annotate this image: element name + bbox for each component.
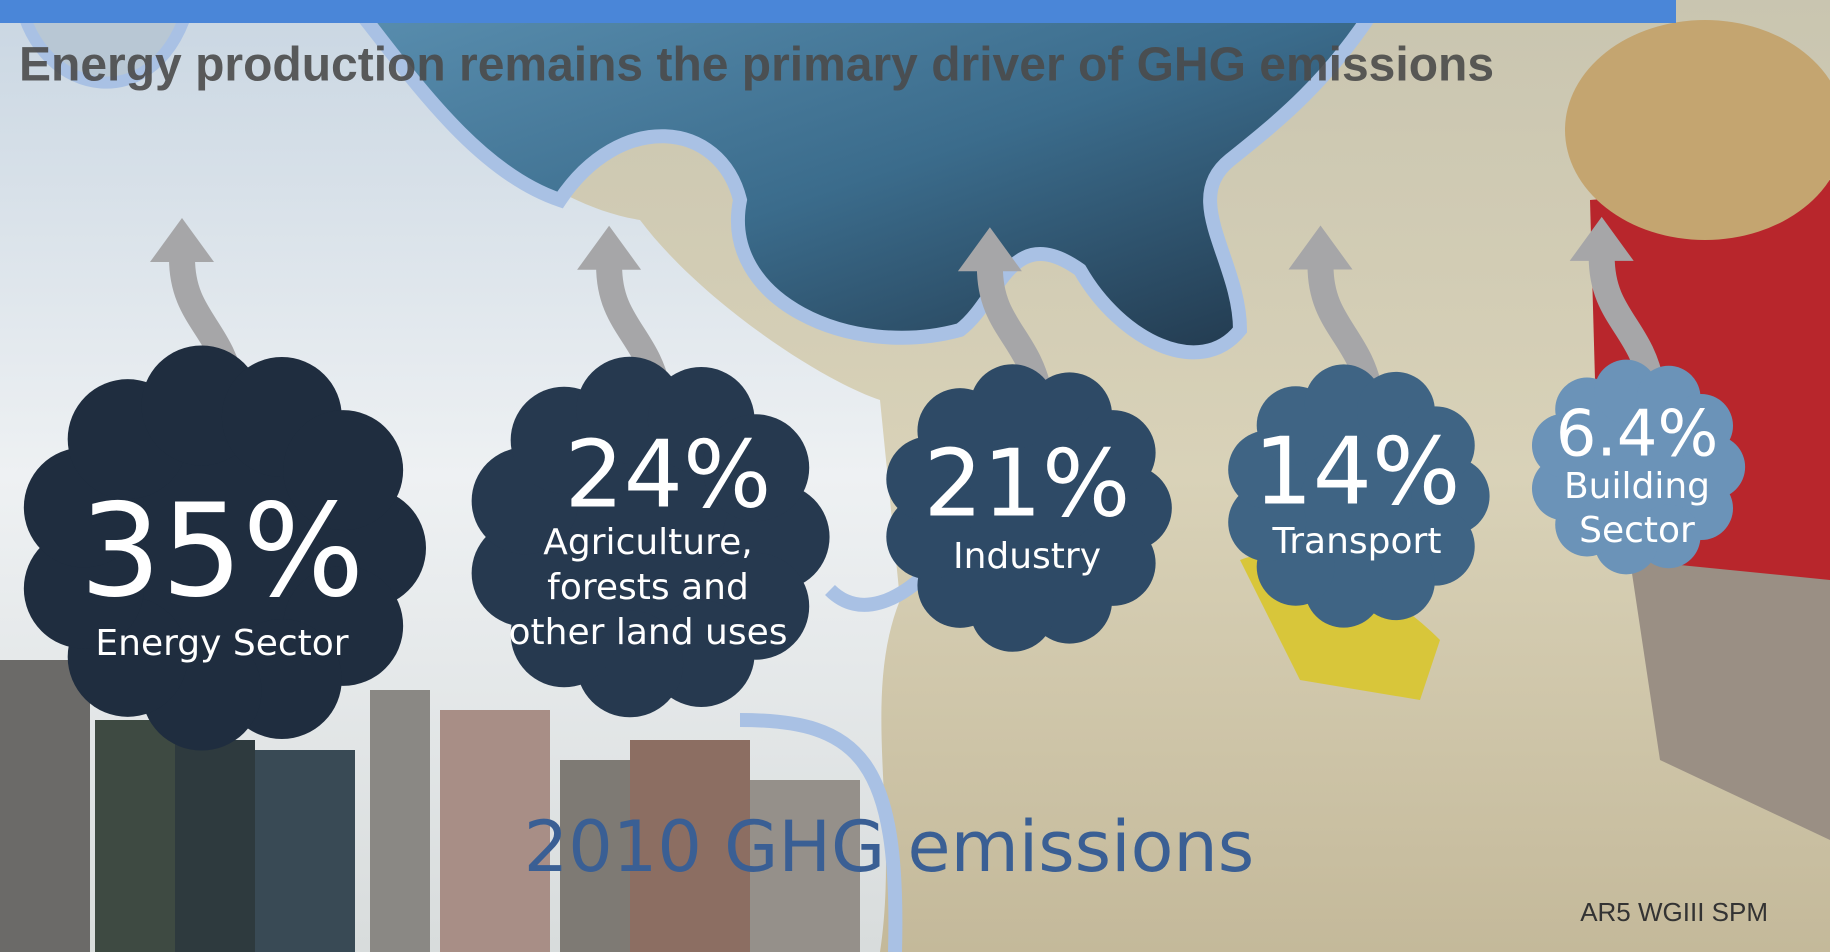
arrow-head [150, 218, 214, 262]
sector-share: 21% [924, 429, 1131, 537]
sector-label: Energy Sector [95, 623, 348, 664]
cloud-lobe [702, 414, 810, 522]
cloud-lobe [283, 410, 404, 531]
sector-label: Sector [1579, 510, 1695, 551]
sector-label: other land uses [509, 612, 788, 653]
city [0, 660, 860, 952]
sector-share: 35% [80, 477, 365, 626]
arrow-head [957, 227, 1022, 272]
cloud-lobe [1396, 406, 1475, 485]
source: AR5 WGIII SPM [1580, 897, 1768, 927]
sector-share: 24% [565, 420, 772, 528]
arrow-head [577, 225, 642, 270]
sector-label: forests and [547, 567, 749, 608]
subtitle: 2010 GHG emissions [524, 806, 1255, 888]
sector-label: Agriculture, [543, 522, 752, 563]
divider [739, 713, 903, 952]
cloud: 35%Energy Sector [23, 345, 426, 751]
cloud-lobe [1669, 393, 1734, 458]
arrow-head [1569, 216, 1634, 261]
sector-share: 6.4% [1556, 398, 1719, 472]
sector-label: Transport [1272, 521, 1442, 562]
cloud: 21%Industry [886, 364, 1172, 652]
title: Energy production remains the primary dr… [19, 39, 1494, 92]
cloud: 14%Transport [1228, 364, 1490, 628]
top-bar [0, 0, 1676, 23]
arrow-head [1288, 225, 1353, 270]
sector-label: Industry [953, 536, 1101, 577]
sector-share: 14% [1254, 417, 1461, 525]
sector-label: Building [1564, 466, 1710, 507]
cloud-lobe [1070, 410, 1156, 496]
